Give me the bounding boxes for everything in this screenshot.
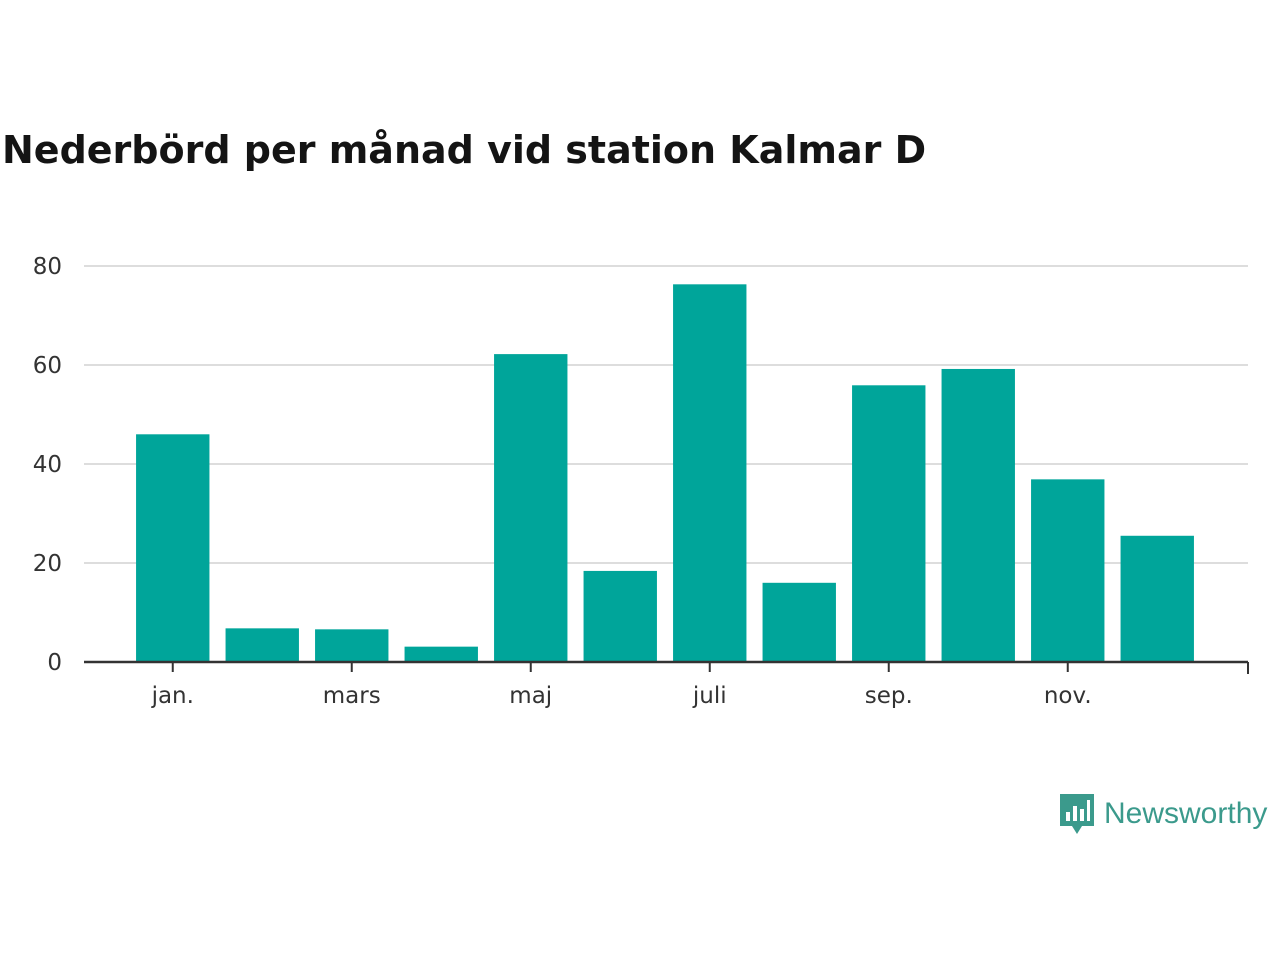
- y-axis-ticks: 0 20 40 60 80: [33, 254, 62, 676]
- bar-juli: [673, 284, 747, 662]
- chart-title: Nederbörd per månad vid station Kalmar D: [2, 128, 927, 172]
- y-tick-label: 60: [33, 353, 62, 379]
- x-tick-label: jan.: [151, 683, 194, 709]
- y-tick-label: 80: [33, 254, 62, 280]
- y-tick-label: 0: [47, 650, 62, 676]
- bar-mars: [315, 629, 389, 662]
- x-axis: [84, 660, 1249, 674]
- bar-aug: [762, 582, 836, 662]
- bar-apr: [404, 646, 478, 662]
- x-tick-label: juli: [692, 683, 727, 709]
- x-tick-label: maj: [509, 683, 552, 709]
- bar-okt: [941, 368, 1015, 662]
- bar-dec: [1120, 535, 1194, 662]
- bar-sep: [852, 385, 926, 662]
- newsworthy-icon: [1060, 794, 1094, 834]
- x-tick-label: sep.: [865, 683, 913, 709]
- x-axis-ticks: jan. mars maj juli sep. nov.: [151, 662, 1092, 709]
- brand-name: Newsworthy: [1104, 797, 1268, 830]
- bar-maj: [494, 354, 568, 662]
- y-tick-label: 20: [33, 551, 62, 577]
- bars: [136, 284, 1194, 662]
- x-tick-label: mars: [323, 683, 381, 709]
- bar-jan: [136, 434, 210, 662]
- newsworthy-logo: Newsworthy: [1058, 790, 1267, 838]
- bar-nov: [1031, 479, 1105, 662]
- y-tick-label: 40: [33, 452, 62, 478]
- bar-feb: [225, 628, 299, 662]
- bar-juni: [583, 570, 657, 662]
- x-tick-label: nov.: [1044, 683, 1092, 709]
